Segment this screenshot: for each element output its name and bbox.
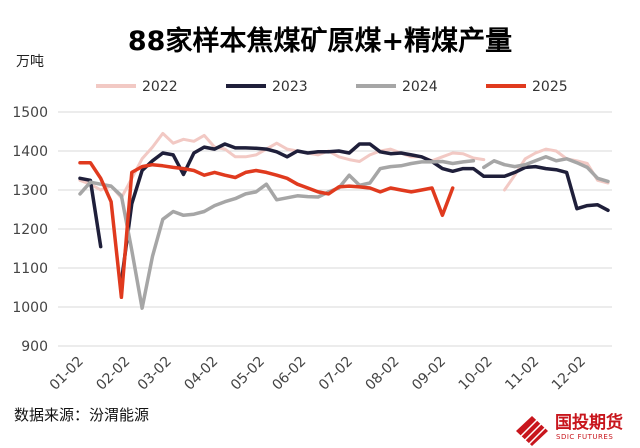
x-tick-label: 11-02 xyxy=(502,354,542,394)
x-tick-label: 02-02 xyxy=(93,354,133,394)
source-note: 数据来源：汾渭能源 xyxy=(14,406,149,424)
gridlines xyxy=(58,111,612,347)
legend-item-2023: 2023 xyxy=(226,79,308,95)
legend-label: 2024 xyxy=(402,79,438,95)
y-axis: 900 1000 1100 1200 1300 1400 1500 xyxy=(12,105,48,355)
x-tick-label: 03-02 xyxy=(135,354,175,394)
x-tick-label: 01-02 xyxy=(47,354,87,394)
x-tick-label: 10-02 xyxy=(456,354,496,394)
brand-name-en: SDIC FUTURES xyxy=(556,433,613,441)
series-2025 xyxy=(78,160,455,300)
brand-mark-icon xyxy=(516,416,548,446)
x-tick-label: 12-02 xyxy=(549,354,589,394)
brand-name-cn: 国投期货 xyxy=(555,412,623,433)
series-2023 xyxy=(78,142,610,284)
legend-label: 2022 xyxy=(142,79,178,95)
chart-title: 88家样本焦煤矿原煤+精煤产量 xyxy=(128,25,512,57)
y-unit-label: 万吨 xyxy=(16,54,44,70)
brand-logo: 国投期货 SDIC FUTURES xyxy=(516,412,623,446)
y-tick-label: 1200 xyxy=(12,222,48,238)
y-tick-label: 1300 xyxy=(12,183,48,199)
series-line-2024 xyxy=(482,155,610,184)
legend-label: 2025 xyxy=(532,79,568,95)
x-tick-label: 08-02 xyxy=(363,354,403,394)
y-tick-label: 1400 xyxy=(12,144,48,160)
legend-item-2022: 2022 xyxy=(96,79,178,95)
series-lines xyxy=(78,131,610,310)
y-tick-label: 900 xyxy=(21,339,48,355)
legend-item-2024: 2024 xyxy=(356,79,438,95)
x-tick-label: 04-02 xyxy=(181,354,221,394)
y-tick-label: 1500 xyxy=(12,105,48,121)
series-line-2023 xyxy=(78,176,103,249)
legend: 2022 2023 2024 2025 xyxy=(96,79,568,95)
series-line-2024 xyxy=(78,159,476,310)
series-2024 xyxy=(78,155,610,310)
legend-label: 2023 xyxy=(272,79,308,95)
legend-item-2025: 2025 xyxy=(486,79,568,95)
series-line-2023 xyxy=(119,142,610,284)
x-tick-label: 07-02 xyxy=(316,354,356,394)
x-tick-label: 09-02 xyxy=(409,354,449,394)
y-tick-label: 1000 xyxy=(12,300,48,316)
x-tick-label: 05-02 xyxy=(228,354,268,394)
series-line-2025 xyxy=(78,160,455,300)
x-axis: 01-02 02-02 03-02 04-02 05-02 06-02 07-02 08-02… xyxy=(47,354,589,394)
y-tick-label: 1100 xyxy=(12,261,48,277)
x-tick-label: 06-02 xyxy=(269,354,309,394)
